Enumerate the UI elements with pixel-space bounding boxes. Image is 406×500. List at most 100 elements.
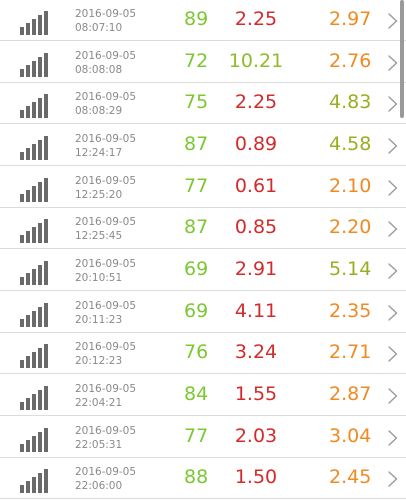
value-score: 87: [184, 133, 209, 155]
value-secondary: 2.35: [329, 299, 372, 322]
signal-bar: [32, 435, 36, 452]
chevron-right-icon[interactable]: [388, 221, 398, 238]
timestamp-date: 2016-09-05: [75, 466, 137, 479]
chevron-right-icon[interactable]: [388, 54, 398, 71]
signal-bar: [32, 19, 36, 35]
chevron-right-icon[interactable]: [388, 96, 398, 113]
timestamp-time: 20:12:23: [75, 355, 123, 368]
signal-bar: [32, 185, 36, 202]
list-item[interactable]: 2016-09-05 12:25:45 87 0.85 2.20: [0, 208, 406, 250]
list-item[interactable]: 2016-09-05 22:04:21 84 1.55 2.87: [0, 375, 406, 417]
value-primary: 2.91: [234, 258, 278, 281]
signal-strength-icon: [20, 469, 52, 494]
value-score: 76: [184, 341, 209, 364]
value-score: 88: [184, 466, 209, 489]
value-primary: 1.55: [234, 383, 278, 406]
signal-strength-icon: [20, 11, 52, 35]
timestamp-time: 22:04:21: [75, 397, 123, 410]
scrollbar[interactable]: [400, 0, 404, 118]
value-secondary: 2.87: [329, 383, 372, 406]
value-primary: 0.89: [234, 133, 278, 155]
signal-bar: [26, 148, 30, 160]
list-item[interactable]: 2016-09-05 12:24:17 87 0.89 4.58: [0, 125, 406, 166]
signal-bar: [20, 360, 24, 369]
value-primary: 0.85: [234, 216, 278, 239]
value-score: 87: [184, 216, 209, 239]
signal-bar: [26, 356, 30, 369]
signal-strength-icon: [20, 261, 52, 286]
timestamp-date: 2016-09-05: [75, 424, 137, 437]
timestamp: 2016-09-05 08:08:29: [75, 90, 160, 118]
value-primary: 2.25: [234, 8, 278, 30]
signal-bar: [44, 302, 48, 327]
chevron-right-icon[interactable]: [388, 471, 398, 488]
chevron-right-icon[interactable]: [388, 429, 398, 446]
signal-strength-icon: [20, 427, 52, 452]
timestamp-date: 2016-09-05: [75, 216, 137, 229]
signal-bar: [20, 235, 24, 244]
list-item[interactable]: 2016-09-05 12:25:20 77 0.61 2.10: [0, 167, 406, 208]
chevron-right-icon[interactable]: [388, 304, 398, 321]
signal-bar: [20, 318, 24, 327]
chevron-right-icon[interactable]: [388, 346, 398, 363]
timestamp-time: 20:10:51: [75, 272, 123, 285]
timestamp-date: 2016-09-05: [75, 383, 137, 396]
list-item[interactable]: 2016-09-05 20:10:51 69 2.91 5.14: [0, 250, 406, 292]
signal-bar: [26, 273, 30, 286]
signal-bar: [20, 485, 24, 494]
value-primary: 3.24: [234, 341, 278, 364]
list-item[interactable]: 2016-09-05 22:06:00 88 1.50 2.45: [0, 458, 406, 500]
list-item[interactable]: 2016-09-05 08:08:08 72 10.21 2.76: [0, 42, 406, 83]
signal-bar: [32, 477, 36, 494]
signal-bar: [44, 177, 48, 202]
value-primary: 4.11: [234, 299, 278, 322]
value-secondary: 2.45: [329, 466, 372, 489]
chevron-right-icon[interactable]: [388, 13, 398, 29]
timestamp-time: 12:25:45: [75, 230, 123, 243]
signal-bar: [26, 64, 30, 77]
timestamp-time: 22:06:00: [75, 480, 123, 493]
signal-bar: [32, 352, 36, 369]
signal-bar: [38, 431, 42, 452]
signal-bar: [20, 110, 24, 119]
signal-bar: [20, 27, 24, 35]
value-secondary: 4.83: [329, 91, 372, 114]
signal-bar: [20, 402, 24, 411]
signal-bar: [32, 227, 36, 244]
signal-bar: [38, 140, 42, 160]
signal-bar: [44, 11, 48, 35]
list-item[interactable]: 2016-09-05 08:08:29 75 2.25 4.83: [0, 83, 406, 125]
signal-strength-icon: [20, 344, 52, 369]
list-item[interactable]: 2016-09-05 20:12:23 76 3.24 2.71: [0, 333, 406, 375]
list-item[interactable]: 2016-09-05 22:05:31 77 2.03 3.04: [0, 417, 406, 458]
timestamp: 2016-09-05 12:25:45: [75, 215, 160, 243]
value-score: 75: [184, 91, 209, 114]
signal-bar: [38, 15, 42, 35]
chevron-right-icon[interactable]: [388, 388, 398, 404]
signal-strength-icon: [20, 177, 52, 202]
list-item[interactable]: 2016-09-05 08:07:10 89 2.25 2.97: [0, 0, 406, 41]
signal-bar: [38, 181, 42, 202]
signal-bar: [20, 277, 24, 286]
value-secondary: 2.97: [329, 8, 372, 30]
chevron-right-icon[interactable]: [388, 263, 398, 279]
timestamp-date: 2016-09-05: [75, 91, 137, 104]
value-secondary: 2.71: [329, 341, 372, 364]
value-primary: 2.25: [234, 91, 278, 114]
signal-bar: [44, 427, 48, 452]
timestamp-date: 2016-09-05: [75, 299, 137, 312]
value-primary: 1.50: [234, 466, 278, 489]
timestamp: 2016-09-05 22:05:31: [75, 424, 160, 452]
list-item[interactable]: 2016-09-05 20:11:23 69 4.11 2.35: [0, 292, 406, 333]
signal-bar: [38, 306, 42, 327]
timestamp: 2016-09-05 08:07:10: [75, 7, 160, 35]
signal-bar: [26, 231, 30, 244]
chevron-right-icon[interactable]: [388, 138, 398, 154]
signal-strength-icon: [20, 302, 52, 327]
signal-strength-icon: [20, 136, 52, 160]
value-secondary: 4.58: [329, 133, 372, 155]
chevron-right-icon[interactable]: [388, 179, 398, 196]
value-secondary: 5.14: [329, 258, 372, 281]
signal-bar: [38, 473, 42, 494]
